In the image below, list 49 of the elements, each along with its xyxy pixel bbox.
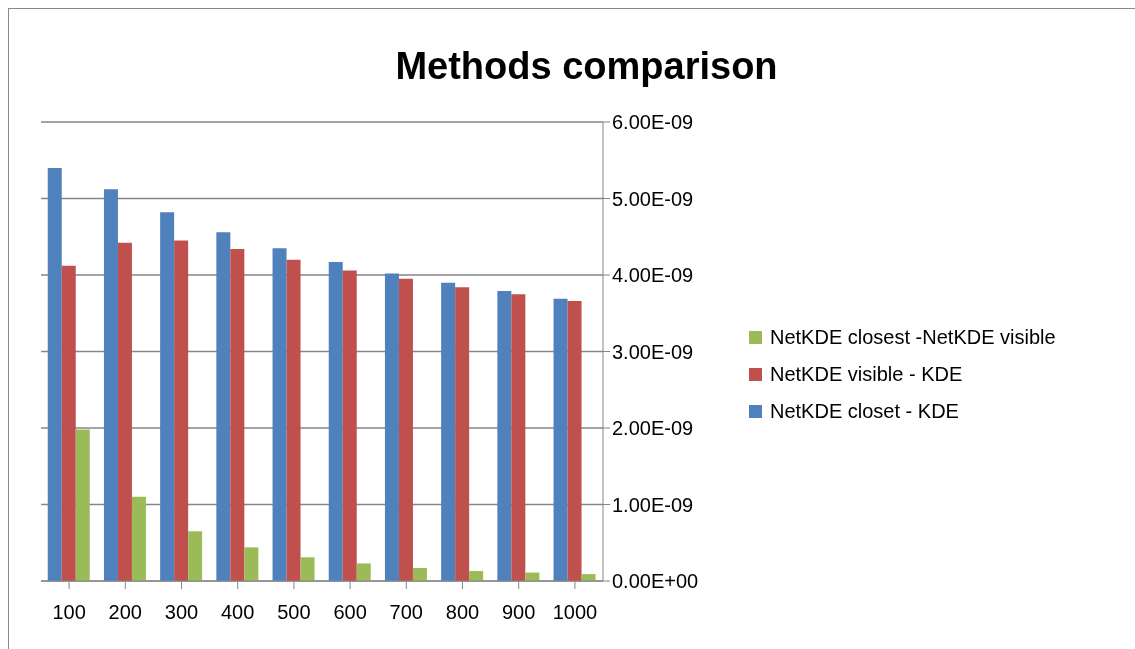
legend-label: NetKDE visible - KDE [770,363,963,386]
bar [230,248,245,581]
bar [75,429,90,581]
y-tick-label: 1.00E-09 [612,493,694,516]
bar [47,167,62,581]
y-tick-label: 0.00E+00 [612,570,699,593]
bar [469,571,484,581]
bar [384,273,399,581]
bar [244,547,259,581]
bar [300,557,315,581]
x-tick-label: 700 [389,601,423,624]
bar [511,294,526,581]
y-tick-label: 3.00E-09 [612,340,694,363]
x-tick-label: 300 [164,601,199,624]
x-tick-label: 200 [108,601,142,624]
x-tick-label: 1000 [552,601,598,624]
bar [286,259,301,581]
bar [272,248,287,581]
legend-label: NetKDE closest -NetKDE visible [770,326,1056,349]
bar [398,278,413,581]
bar [328,262,343,581]
legend-label: NetKDE closet - KDE [770,400,959,423]
y-tick-label: 6.00E-09 [612,111,694,134]
x-tick-label: 600 [333,601,367,624]
bar [188,531,203,581]
y-tick-label: 4.00E-09 [612,264,694,287]
x-tick-label: 800 [445,601,480,624]
x-tick-label: 900 [502,601,536,624]
y-tick-label: 5.00E-09 [612,187,694,210]
y-tick-label: 2.00E-09 [612,417,694,440]
bar [216,232,231,581]
bar [131,496,146,581]
bar [567,301,582,581]
bar [356,563,371,581]
bar [160,212,175,581]
bar [61,265,76,581]
bar [342,270,357,581]
x-tick-label: 400 [221,601,255,624]
bar [455,287,470,581]
bar [497,291,512,581]
chart-title: Methods comparison [394,45,779,88]
bar [412,568,427,581]
bar [117,242,132,581]
x-tick-label: 500 [277,601,311,624]
bar [174,240,189,581]
bar [553,298,568,581]
bar [103,189,118,581]
bar [441,282,456,581]
x-tick-label: 100 [52,601,86,624]
